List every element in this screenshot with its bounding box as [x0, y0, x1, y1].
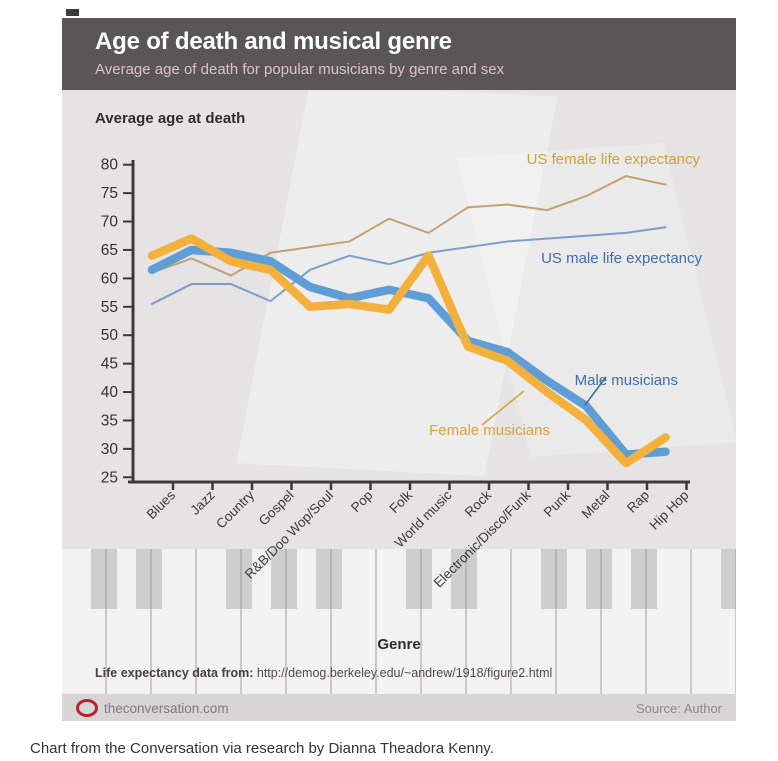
piano-black-key	[721, 549, 736, 609]
y-tick-label: 30	[101, 441, 119, 458]
y-tick-label: 60	[101, 270, 119, 287]
piano-keys-watermark	[62, 549, 736, 694]
chart-panel: Average age at death 80 75 70 65 60 55 50 45 40 3…	[62, 90, 736, 721]
source-note-url: http://demog.berkeley.edu/~andrew/1918/f…	[253, 666, 553, 680]
x-tick-label: Punk	[541, 487, 574, 520]
page-title: Age of death and musical genre	[95, 28, 452, 55]
chart-card: Age of death and musical genre Average a…	[62, 18, 736, 721]
piano-black-key	[271, 549, 297, 609]
y-tick-label: 55	[101, 299, 118, 316]
x-tick-label: Rap	[624, 488, 652, 516]
x-tick-label: Folk	[386, 487, 415, 516]
page-subtitle: Average age of death for popular musicia…	[95, 61, 505, 78]
y-tick-label: 50	[101, 327, 119, 344]
y-tick-label: 40	[101, 384, 119, 401]
piano-black-key	[226, 549, 252, 609]
y-tick-label: 65	[101, 242, 118, 259]
x-tick-label: Jazz	[187, 487, 217, 517]
source-credit: Source: Author	[636, 701, 722, 716]
y-tick-label: 75	[101, 185, 118, 202]
corner-mark	[66, 9, 79, 16]
piano-black-key	[406, 549, 432, 609]
x-axis-title: Genre	[377, 636, 421, 653]
series-line-female-musicians	[147, 234, 670, 468]
image-caption: Chart from the Conversation via research…	[30, 740, 494, 757]
piano-black-key	[541, 549, 567, 609]
source-note-label: Life expectancy data from:	[95, 666, 254, 680]
y-tick-label: 25	[101, 469, 118, 486]
piano-black-key	[631, 549, 657, 609]
piano-black-key	[451, 549, 477, 609]
series-label: Male musicians	[575, 372, 678, 389]
x-tick-label: Hip Hop	[647, 488, 692, 533]
series-label: Female musicians	[429, 422, 550, 439]
x-tick-label: Gospel	[256, 488, 297, 529]
annotation-pointer	[481, 390, 525, 426]
series-line-us-male-life-expectancy	[151, 226, 667, 305]
piano-black-key	[316, 549, 342, 609]
y-tick-label: 80	[101, 157, 119, 174]
series-label: US male life expectancy	[541, 250, 702, 267]
chart-header: Age of death and musical genre Average a…	[62, 18, 736, 90]
x-tick-label: Pop	[348, 488, 376, 516]
annotation-pointer	[584, 376, 607, 406]
footer-strip: theconversation.com Source: Author	[62, 694, 736, 721]
x-tick-label: Rock	[462, 487, 495, 520]
x-tick-label: Metal	[579, 488, 613, 522]
x-tick-label: Blues	[144, 487, 179, 522]
y-tick-label: 70	[101, 214, 119, 231]
piano-black-key	[586, 549, 612, 609]
series-line-us-female-life-expectancy	[151, 175, 667, 277]
y-tick-label: 35	[101, 412, 118, 429]
x-tick-label: Country	[213, 487, 257, 531]
y-axis-title: Average age at death	[95, 110, 246, 127]
source-note: Life expectancy data from: http://demog.…	[95, 666, 552, 680]
series-line-male-musicians	[147, 245, 670, 459]
speech-bubble-icon	[76, 699, 98, 717]
paper-texture	[456, 143, 736, 457]
x-tick-label: World music	[392, 487, 455, 550]
y-tick-label: 45	[101, 356, 118, 373]
series-label: US female life expectancy	[527, 151, 701, 168]
paper-texture	[236, 90, 558, 477]
piano-black-key	[91, 549, 117, 609]
site-link[interactable]: theconversation.com	[76, 699, 229, 717]
site-name[interactable]: theconversation.com	[104, 700, 229, 716]
piano-black-key	[136, 549, 162, 609]
